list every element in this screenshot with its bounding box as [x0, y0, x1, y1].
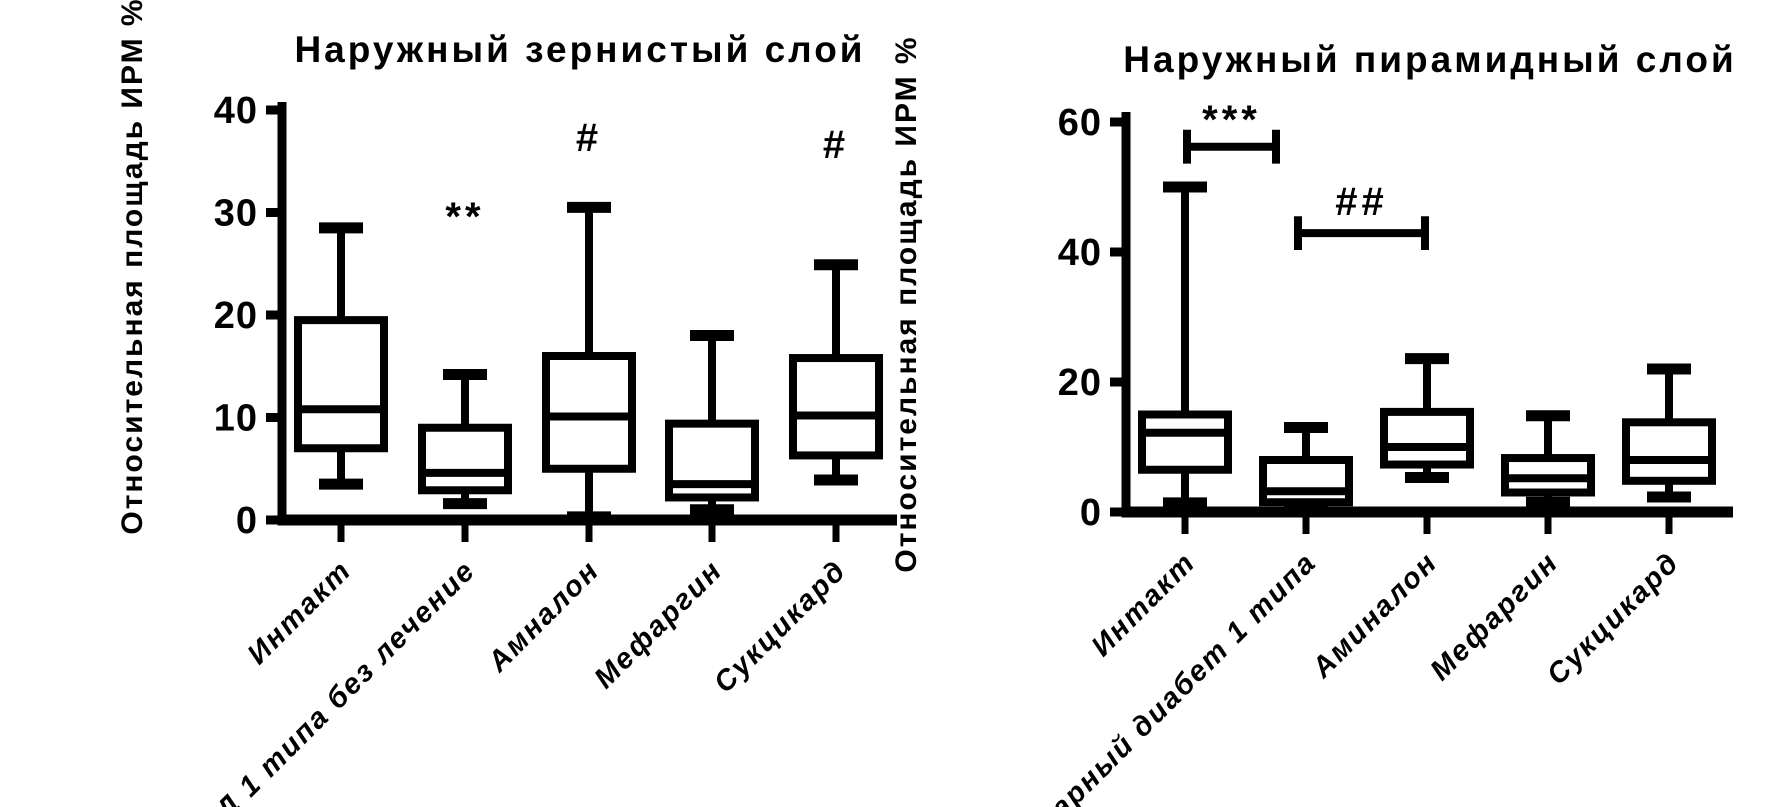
y-tick-label: 60	[1058, 102, 1102, 144]
y-tick-label: 10	[214, 398, 258, 440]
y-tick-label: 40	[214, 90, 258, 132]
x-category-label: Интакт	[241, 554, 358, 671]
y-tick-label: 20	[1058, 362, 1102, 404]
chart-title: Наружный пирамидный слой	[1123, 39, 1736, 80]
iqr-box	[294, 316, 388, 453]
y-tick-label: 0	[1080, 492, 1102, 534]
iqr-box	[1138, 410, 1232, 474]
box-plot-group	[418, 368, 512, 510]
box-plot-group	[665, 330, 759, 516]
significance-bracket: ##	[1294, 180, 1429, 251]
x-category-label: Сукцикард	[708, 554, 853, 699]
bracket-significance-label: ##	[1335, 180, 1388, 224]
significance-bracket: ***	[1183, 98, 1280, 164]
x-category-label: Мефаргин	[588, 554, 729, 695]
iqr-box	[1380, 407, 1474, 469]
box-plot-group	[1501, 410, 1595, 508]
box-plot-group	[1622, 363, 1716, 503]
significance-annotation: **	[445, 195, 484, 239]
x-category-label: Амналон	[481, 554, 606, 679]
iqr-box	[418, 423, 512, 495]
iqr-box	[1622, 418, 1716, 485]
box-plot-group	[542, 201, 636, 523]
bracket-significance-label: ***	[1202, 98, 1261, 142]
y-tick-label: 20	[214, 295, 258, 337]
box-plot-group	[789, 259, 883, 486]
iqr-box	[789, 354, 883, 460]
box-plot-group	[1138, 181, 1232, 509]
chart-title: Наружный зернистый слой	[294, 29, 865, 70]
y-axis-label: Относительная площадь ИРМ %	[890, 35, 923, 572]
box-plot-group	[1380, 353, 1474, 484]
iqr-box	[1259, 456, 1353, 507]
significance-annotation: #	[576, 116, 602, 160]
significance-annotation: #	[823, 123, 849, 167]
box-plot-group	[294, 222, 388, 490]
box-plot-group	[1259, 422, 1353, 514]
y-tick-label: 30	[214, 193, 258, 235]
y-tick-label: 40	[1058, 232, 1102, 274]
x-category-label: Интакт	[1085, 546, 1202, 663]
iqr-box	[542, 352, 636, 473]
y-axis-label: Относительная площадь ИРМ %	[116, 0, 149, 535]
y-tick-label: 0	[236, 500, 258, 542]
